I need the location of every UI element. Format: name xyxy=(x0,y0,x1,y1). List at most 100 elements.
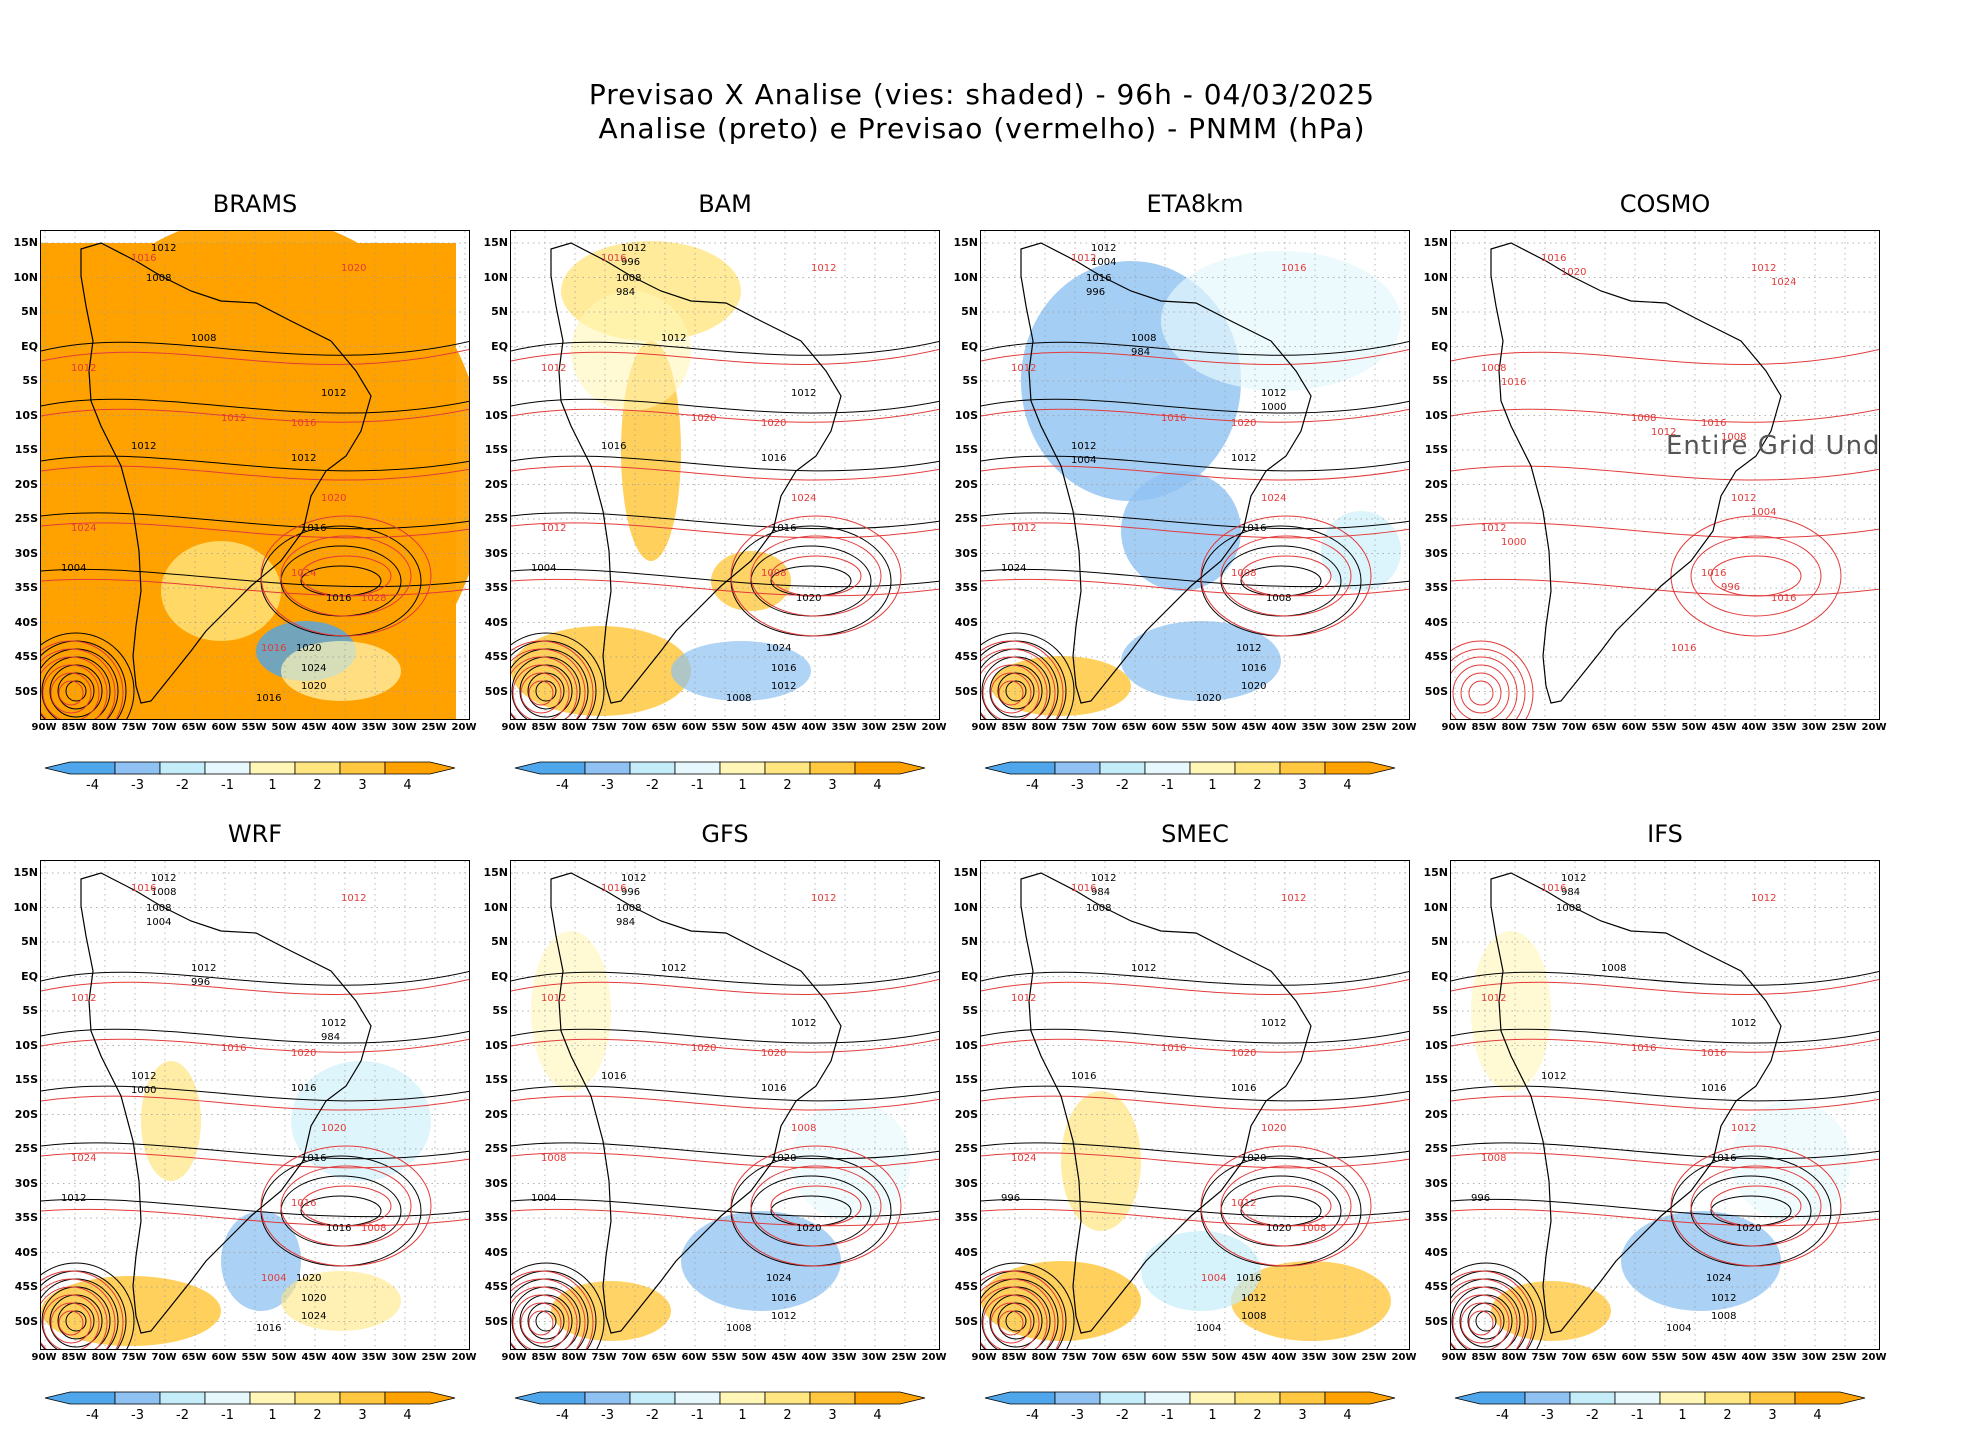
bias-patch xyxy=(1731,1101,1851,1221)
colorbar-segment xyxy=(249,1391,296,1405)
colorbar-label: -2 xyxy=(176,778,189,793)
forecast-high-contour xyxy=(1670,1145,1842,1267)
forecast-isobar xyxy=(1451,1095,1879,1111)
forecast-isobar xyxy=(981,465,1409,481)
forecast-low-contour xyxy=(998,680,1024,706)
lon-label: 40W xyxy=(801,722,827,733)
analysis-contour-label: 1012 xyxy=(291,453,316,464)
colorbar: -4 -3 -2 -1 1 2 3 4 xyxy=(40,1390,460,1430)
map-svg: 1012101610081012101210121016100810121016… xyxy=(981,231,1409,719)
colorbar-label: -4 xyxy=(556,1408,569,1423)
colorbar-label: -1 xyxy=(1631,1408,1644,1423)
analysis-isobar xyxy=(41,1028,469,1044)
lat-label: 45S xyxy=(14,1280,38,1293)
lat-label: 25S xyxy=(14,1142,38,1155)
lon-label: 55W xyxy=(711,1352,737,1363)
lon-label: 25W xyxy=(891,1352,917,1363)
lat-label: 15S xyxy=(1424,443,1448,456)
colorbar-segment xyxy=(629,761,676,775)
colorbar-label: 4 xyxy=(403,778,412,793)
forecast-isobar xyxy=(41,1152,469,1169)
lat-label: 45S xyxy=(484,1280,508,1293)
lat-label: 10N xyxy=(483,270,508,284)
forecast-high-contour xyxy=(730,1145,902,1267)
analysis-contour-label: 1008 xyxy=(1556,903,1581,914)
forecast-high-contour xyxy=(1240,555,1332,597)
lon-label: 90W xyxy=(501,1352,527,1363)
colorbar-label: 2 xyxy=(783,778,792,793)
colorbar-segment xyxy=(764,761,811,775)
lon-label: 50W xyxy=(1211,722,1237,733)
colorbar-label: 1 xyxy=(268,778,277,793)
forecast-high-contour xyxy=(750,535,882,617)
forecast-low-contour xyxy=(1460,1302,1502,1344)
colorbar-segment xyxy=(514,761,586,775)
forecast-isobar xyxy=(41,465,469,481)
lat-label: 35S xyxy=(954,581,978,594)
forecast-low-contour xyxy=(41,1270,124,1349)
lon-label: 85W xyxy=(61,1352,87,1363)
forecast-isobar xyxy=(511,465,939,481)
lat-label: EQ xyxy=(21,339,38,353)
lat-label: 20S xyxy=(1424,477,1448,491)
forecast-low-contour xyxy=(981,1270,1064,1349)
bias-patch xyxy=(221,1211,301,1311)
lon-label: 40W xyxy=(331,1352,357,1363)
forecast-low-contour xyxy=(512,1294,570,1349)
analysis-contour-label: 1012 xyxy=(621,243,646,254)
forecast-isobar xyxy=(511,1095,939,1111)
lon-label: 45W xyxy=(1241,722,1267,733)
lon-label: 20W xyxy=(921,722,947,733)
analysis-contour-label: 1012 xyxy=(661,963,686,974)
panel-title: BRAMS xyxy=(212,190,298,218)
bias-patch xyxy=(1161,251,1401,391)
forecast-contour-label: 1024 xyxy=(1261,493,1286,504)
forecast-low-contour xyxy=(41,1278,116,1349)
lon-label: 35W xyxy=(1301,1352,1327,1363)
analysis-contour-label: 1012 xyxy=(151,873,176,884)
bias-patch xyxy=(1471,931,1551,1091)
colorbar-label: 1 xyxy=(1208,778,1217,793)
lat-label: 45S xyxy=(484,650,508,663)
analysis-low-contour xyxy=(41,1262,135,1349)
bias-patch xyxy=(1121,471,1241,591)
longitude-axis: 90W 85W 80W 75W 70W 65W 60W 55W 50W 45W 40W 35W 30W 2… xyxy=(28,1352,488,1366)
lat-label: 10N xyxy=(953,270,978,284)
lon-label: 75W xyxy=(1061,722,1087,733)
colorbar-label: -1 xyxy=(691,1408,704,1423)
lon-label: 45W xyxy=(301,722,327,733)
lon-label: 45W xyxy=(301,1352,327,1363)
analysis-low-contour xyxy=(535,680,557,702)
lat-label: 10S xyxy=(1424,1038,1448,1052)
colorbar-label: 2 xyxy=(313,778,322,793)
lat-label: EQ xyxy=(491,339,508,353)
lat-label: 10S xyxy=(484,408,508,422)
lat-label: 25S xyxy=(1424,512,1448,525)
lat-label: 15N xyxy=(953,236,978,249)
lat-label: 30S xyxy=(484,546,508,560)
lat-label: 40S xyxy=(1424,1245,1448,1259)
lon-label: 65W xyxy=(181,1352,207,1363)
lon-label: 60W xyxy=(1621,1352,1647,1363)
analysis-contour-label: 1016 xyxy=(771,523,796,534)
forecast-contour-label: 1012 xyxy=(1751,263,1776,274)
analysis-contour-label: 1004 xyxy=(146,917,171,928)
forecast-isobar xyxy=(1451,348,1879,365)
forecast-contour-label: 1016 xyxy=(221,1043,246,1054)
analysis-contour-label: 1016 xyxy=(326,1223,351,1234)
forecast-contour-label: 1016 xyxy=(1701,418,1726,429)
lat-label: 15S xyxy=(14,1073,38,1086)
lon-label: 40W xyxy=(801,1352,827,1363)
forecast-low-contour xyxy=(1451,1270,1534,1349)
analysis-low-contour xyxy=(981,632,1075,719)
analysis-isobar xyxy=(1451,1085,1879,1102)
lon-label: 90W xyxy=(1441,1352,1467,1363)
lon-label: 75W xyxy=(1531,1352,1557,1363)
lat-label: EQ xyxy=(961,969,978,983)
forecast-contour-label: 1012 xyxy=(1011,363,1036,374)
colorbar-label: -2 xyxy=(1116,778,1129,793)
forecast-low-contour xyxy=(512,664,570,719)
analysis-contour-label: 1012 xyxy=(1236,643,1261,654)
colorbar-label: -3 xyxy=(131,778,144,793)
analysis-contour-label: 1008 xyxy=(1266,593,1291,604)
